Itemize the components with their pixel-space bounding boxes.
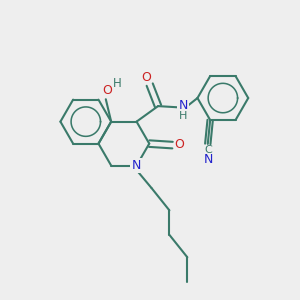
- Text: O: O: [141, 70, 151, 84]
- Text: N: N: [178, 99, 188, 112]
- Text: O: O: [174, 138, 184, 151]
- Text: H: H: [179, 111, 187, 121]
- Text: C: C: [205, 146, 212, 155]
- Text: N: N: [204, 153, 213, 166]
- Text: O: O: [102, 84, 112, 98]
- Text: N: N: [131, 159, 141, 172]
- Text: H: H: [113, 77, 122, 90]
